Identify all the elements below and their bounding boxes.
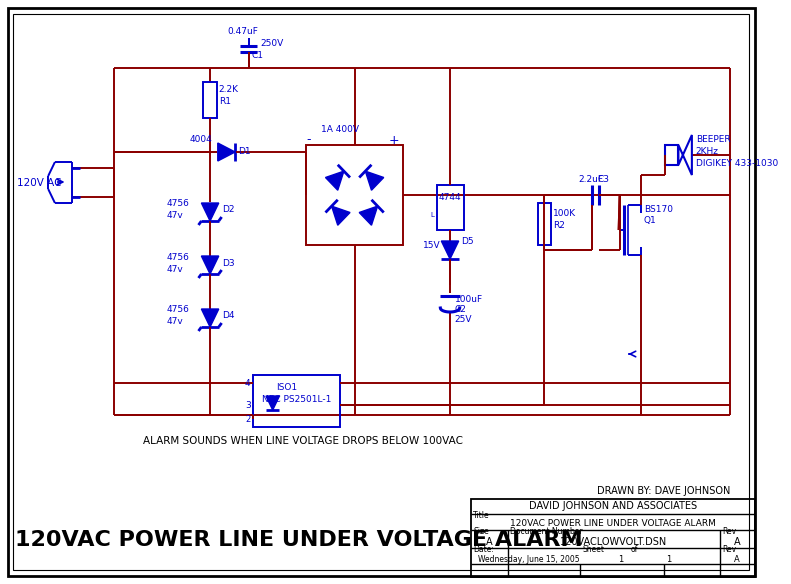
Text: 4756: 4756 <box>167 200 190 208</box>
Text: Title: Title <box>473 512 490 520</box>
Text: Date:: Date: <box>473 545 494 554</box>
Text: D2: D2 <box>221 206 234 214</box>
Text: R1: R1 <box>219 96 231 106</box>
Text: BEEPER: BEEPER <box>696 135 730 144</box>
Text: 0.47uF: 0.47uF <box>228 27 259 36</box>
Text: 2.2K: 2.2K <box>219 85 239 95</box>
Text: 120V AC: 120V AC <box>17 178 62 188</box>
Text: D5: D5 <box>462 238 474 246</box>
Bar <box>437 185 464 230</box>
Bar <box>253 375 340 427</box>
Text: Document Number: Document Number <box>509 527 582 537</box>
Polygon shape <box>202 309 219 327</box>
Text: 2: 2 <box>245 415 251 423</box>
Text: C2: C2 <box>455 305 467 315</box>
Text: C3: C3 <box>597 176 609 185</box>
Text: 47v: 47v <box>167 265 184 273</box>
Text: Wednesday, June 15, 2005: Wednesday, June 15, 2005 <box>479 555 580 565</box>
Polygon shape <box>365 171 384 190</box>
Text: -: - <box>306 134 311 147</box>
Text: 100uF: 100uF <box>455 294 483 304</box>
Bar <box>538 203 551 245</box>
Text: 4756: 4756 <box>167 252 190 262</box>
Text: 4: 4 <box>245 378 251 388</box>
Text: 3: 3 <box>244 401 251 409</box>
Text: 250V: 250V <box>260 40 283 48</box>
Text: 1: 1 <box>618 555 623 565</box>
Text: 1A 400V: 1A 400V <box>321 126 359 134</box>
Text: 47v: 47v <box>167 211 184 221</box>
Text: 25V: 25V <box>455 315 472 324</box>
Text: of: of <box>630 545 638 554</box>
Polygon shape <box>202 203 219 221</box>
Text: 120VAC POWER LINE UNDER VOLTAGE ALARM: 120VAC POWER LINE UNDER VOLTAGE ALARM <box>510 520 716 529</box>
Polygon shape <box>325 171 344 190</box>
Text: D3: D3 <box>221 259 234 267</box>
Text: 47v: 47v <box>167 318 184 326</box>
Text: 4756: 4756 <box>167 305 190 315</box>
Text: L: L <box>431 212 434 218</box>
Polygon shape <box>441 241 459 259</box>
Polygon shape <box>202 256 219 274</box>
Text: D1: D1 <box>238 147 251 155</box>
Text: DIGIKEY 433-1030: DIGIKEY 433-1030 <box>696 158 778 168</box>
Text: ISO1: ISO1 <box>277 383 297 391</box>
Text: ALARM SOUNDS WHEN LINE VOLTAGE DROPS BELOW 100VAC: ALARM SOUNDS WHEN LINE VOLTAGE DROPS BEL… <box>142 436 463 446</box>
Text: Sheet: Sheet <box>582 545 604 554</box>
Text: 4004: 4004 <box>190 135 213 144</box>
Text: A: A <box>486 537 493 547</box>
Text: +: + <box>388 134 399 147</box>
Polygon shape <box>331 206 350 225</box>
Text: DAVID JOHNSON AND ASSOCIATES: DAVID JOHNSON AND ASSOCIATES <box>529 501 697 511</box>
Text: R2: R2 <box>553 221 565 230</box>
Text: 15V: 15V <box>423 241 441 249</box>
Text: Rev: Rev <box>721 527 736 537</box>
Polygon shape <box>266 396 279 410</box>
Text: Rev: Rev <box>721 545 736 554</box>
Polygon shape <box>218 143 235 161</box>
Bar <box>203 82 217 118</box>
Text: 120VAC POWER LINE UNDER VOLTAGE ALARM: 120VAC POWER LINE UNDER VOLTAGE ALARM <box>15 530 583 550</box>
Text: 4744: 4744 <box>438 193 461 201</box>
Text: 100K: 100K <box>553 208 577 217</box>
Text: 1: 1 <box>666 555 672 565</box>
Text: NEC PS2501L-1: NEC PS2501L-1 <box>262 395 331 404</box>
Text: 2.2uF: 2.2uF <box>578 176 604 185</box>
Text: C1: C1 <box>252 51 263 61</box>
Bar <box>471 499 755 577</box>
Text: Size: Size <box>473 527 489 537</box>
Text: Q1: Q1 <box>644 217 657 225</box>
Polygon shape <box>359 206 377 225</box>
Bar <box>665 145 679 165</box>
Text: A: A <box>734 555 740 565</box>
Text: 120VACLOWVOLT.DSN: 120VACLOWVOLT.DSN <box>560 537 668 547</box>
Text: A: A <box>734 537 740 547</box>
Text: DRAWN BY: DAVE JOHNSON: DRAWN BY: DAVE JOHNSON <box>597 486 731 496</box>
Text: BS170: BS170 <box>644 206 672 214</box>
Bar <box>306 145 403 245</box>
Text: 2KHz: 2KHz <box>696 147 719 155</box>
Text: D4: D4 <box>221 311 234 321</box>
